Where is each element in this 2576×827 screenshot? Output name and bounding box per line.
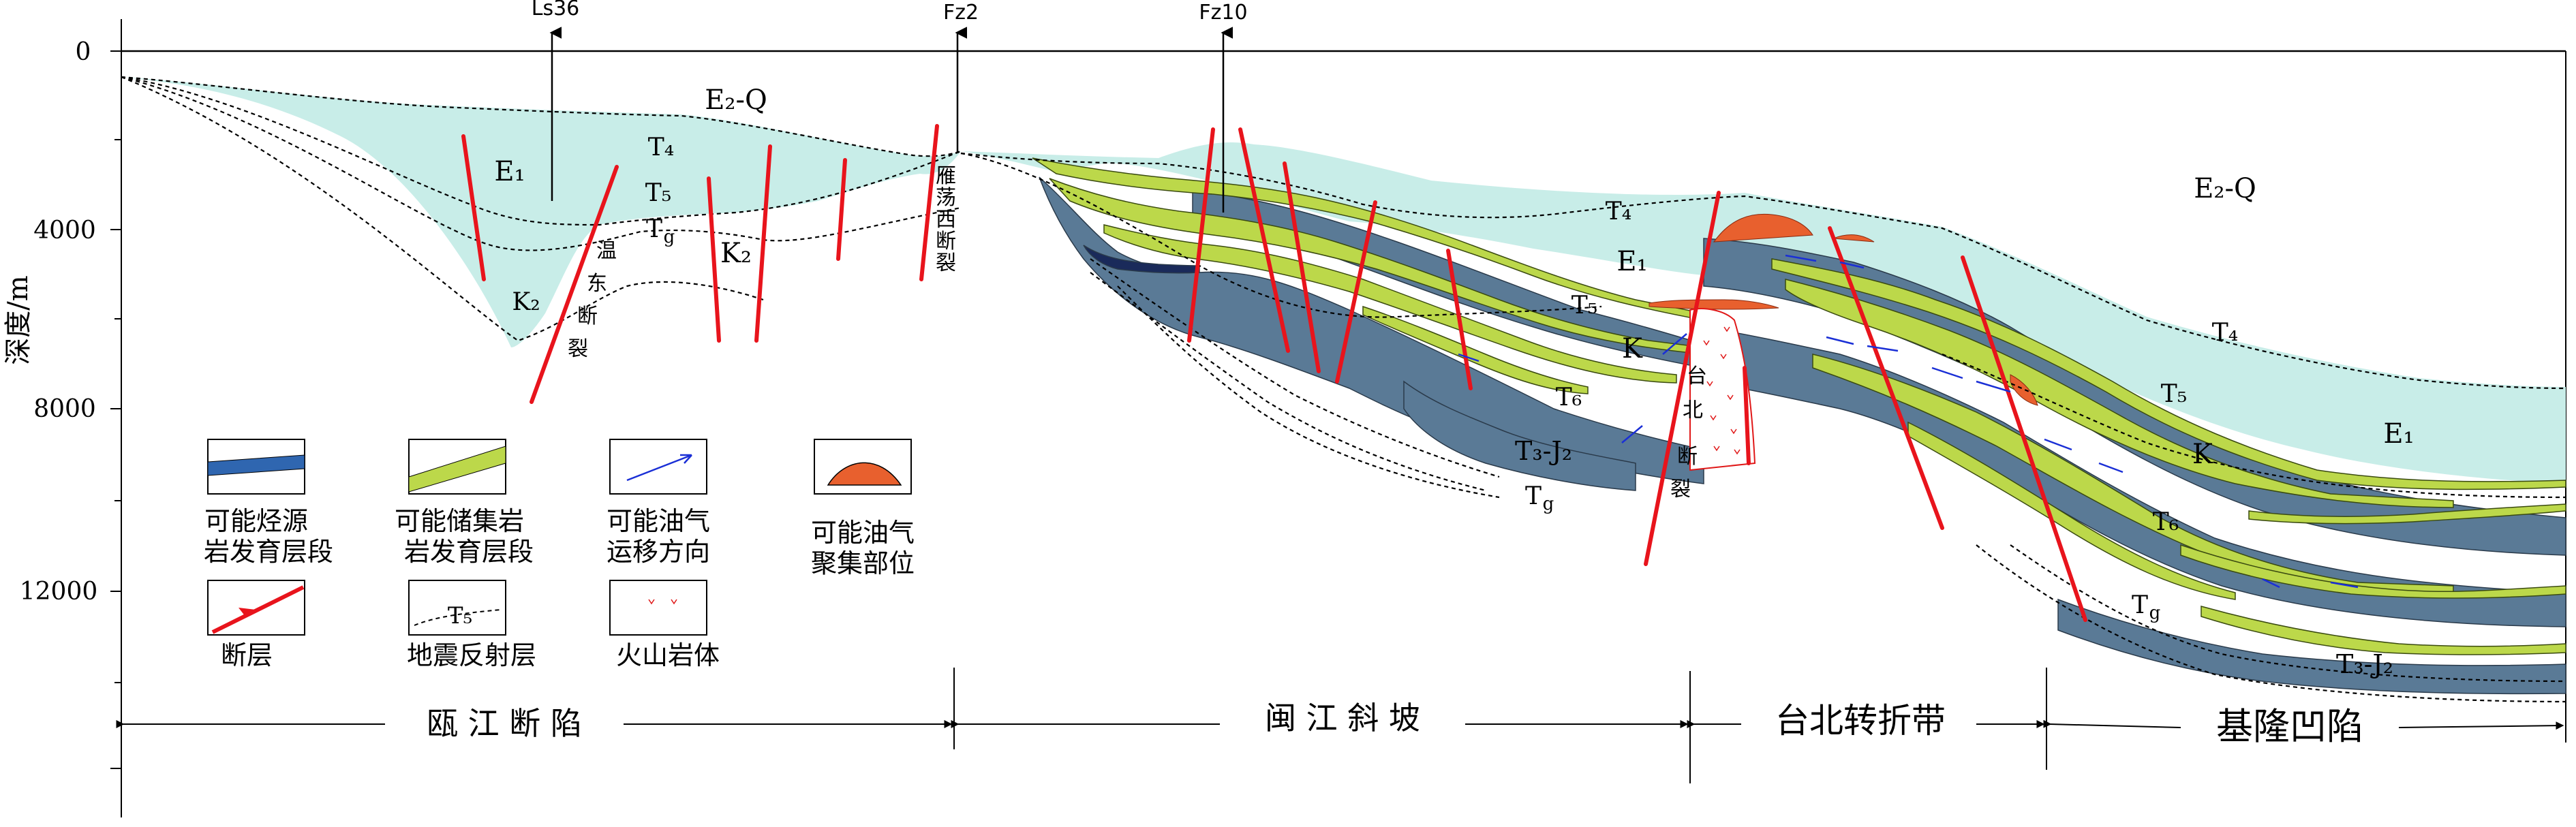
layer-labels: E₂-Q E₂-Q E₁ E₁ E₁ K₂ K₂ K K T₄ T₄ T₄ T₅… (494, 84, 2414, 679)
fault-label-yandang-0: 雁 (936, 164, 956, 188)
label-tg-left: T (646, 215, 662, 243)
legend-migration-line2: 运移方向 (607, 537, 710, 567)
label-t3j2-right: T₃-J₂ (2336, 649, 2393, 679)
fault-13 (1743, 366, 1751, 465)
fault-label-taibei-2: 断 (1677, 445, 1698, 469)
fault-label-taibei-1: 北 (1683, 399, 1703, 422)
label-tg-mid: T (1525, 482, 1542, 510)
fault-11 (1446, 249, 1473, 390)
legend-volcanic-box (609, 580, 707, 636)
label-t4-mid: T₄ (1606, 198, 1631, 225)
label-e2q-left: E₂-Q (705, 84, 767, 116)
label-tg-left-sub: g (664, 227, 675, 247)
fault-15 (1961, 255, 2087, 622)
well-label-fz10: Fz10 (1199, 1, 1247, 25)
legend-seismic-label: 地震反射层 (407, 640, 536, 670)
zone-divisions (116, 668, 2564, 783)
tick-label-0: 0 (76, 38, 91, 66)
fault-label-taibei-3: 裂 (1670, 478, 1691, 501)
label-e1-left: E₁ (494, 156, 525, 187)
label-t3j2-mid: T₃-J₂ (1515, 436, 1572, 466)
label-e1-right: E₁ (2383, 418, 2414, 450)
zone-minjiang: 闽 江 斜 坡 (1265, 700, 1420, 736)
e2q-fill-layer (121, 77, 2566, 484)
label-t6-right: T₆ (2153, 508, 2179, 536)
fault-wendong (530, 165, 619, 404)
volcanic-body (1689, 308, 1756, 471)
label-t5-right: T₅ (2161, 380, 2187, 408)
legend-reservoir-line1: 可能储集岩 (395, 506, 524, 536)
label-k-mid: K (1622, 333, 1643, 364)
depth-axis: 0 4000 8000 12000 深度/m (3, 19, 2566, 817)
legend-accumulation-swatch (827, 462, 902, 486)
fault-label-wendong-1: 东 (587, 272, 607, 296)
label-tg-right-sub: g (2149, 603, 2161, 623)
tick-label-12000: 12000 (20, 578, 98, 606)
label-t4-left: T₄ (648, 134, 674, 161)
label-tg-right: T (2132, 591, 2148, 619)
label-t6-mid: T₆ (1556, 384, 1582, 411)
label-k-right: K (2192, 439, 2213, 470)
legend-fault-line (211, 585, 305, 634)
legend-migration-arrow (626, 454, 692, 482)
axis-title: 深度/m (3, 275, 34, 364)
legend-source-rock-line2: 岩发育层段 (204, 537, 333, 567)
wells (549, 27, 1233, 213)
well-label-fz2: Fz2 (943, 1, 979, 25)
legend-seismic-line (414, 609, 502, 626)
fault-label-wendong-0: 温 (596, 239, 617, 263)
legend-reservoir-swatch (408, 446, 506, 493)
label-t4-right: T₄ (2212, 319, 2238, 347)
label-k2-a: K₂ (512, 288, 540, 316)
faults (461, 124, 2087, 622)
fault-1 (461, 134, 486, 281)
label-t5-left: T₅ (645, 179, 671, 207)
migration-arrows (1458, 254, 2359, 589)
fault-14 (1828, 226, 1944, 530)
legend-accumulation-line1: 可能油气 (811, 518, 915, 548)
legend: 可能烃源 岩发育层段 可能储集岩 岩发育层段 可能油气 运移方向 可能油气 聚集… (204, 439, 915, 670)
fault-4 (754, 144, 772, 343)
legend-fault-label: 断层 (221, 640, 273, 670)
legend-reservoir-line2: 岩发育层段 (404, 537, 534, 567)
fault-8 (1238, 127, 1290, 353)
fault-label-wendong-2: 断 (577, 305, 598, 328)
fault-9 (1283, 161, 1321, 373)
legend-migration-line1: 可能油气 (607, 506, 710, 536)
zone-taibei: 台北转折带 (1775, 701, 1946, 740)
fault-label-yandang-1: 荡 (936, 186, 956, 210)
legend-source-rock-line1: 可能烃源 (204, 506, 308, 536)
label-e2q-right: E₂-Q (2194, 173, 2256, 204)
legend-source-rock-swatch (207, 454, 305, 476)
fault-3 (707, 176, 721, 343)
label-k2-b: K₂ (720, 238, 752, 269)
accumulation-zones (1649, 213, 2038, 406)
legend-seismic-sample: T₅ (448, 602, 472, 629)
fault-5 (836, 158, 847, 261)
zone-oujiang: 瓯 江 断 陷 (427, 705, 582, 742)
fault-taibei (1644, 191, 1721, 566)
fault-yandang (919, 124, 939, 281)
tick-label-4000: 4000 (33, 217, 96, 245)
label-tg-mid-sub: g (1543, 494, 1554, 514)
well-label-ls36: Ls36 (532, 0, 580, 20)
fault-7 (1187, 127, 1215, 343)
tick-label-8000: 8000 (33, 395, 96, 423)
legend-volcanic-label: 火山岩体 (616, 640, 720, 670)
fault-label-yandang-4: 裂 (936, 251, 956, 275)
zone-jilong: 基隆凹陷 (2216, 705, 2363, 748)
fault-label-yandang-3: 断 (936, 230, 956, 253)
legend-migration-box (609, 439, 707, 495)
legend-seismic-box (408, 580, 506, 636)
fault-10 (1335, 200, 1377, 384)
fault-label-taibei-0: 台 (1687, 364, 1707, 388)
label-e1-mid: E₁ (1616, 246, 1647, 277)
fault-labels: 温 东 断 裂 雁 荡 西 断 裂 台 北 断 裂 (568, 164, 1707, 501)
fault-label-wendong-3: 裂 (568, 337, 588, 361)
fault-label-yandang-2: 西 (936, 208, 956, 232)
label-t5-mid: T₅ (1571, 292, 1597, 319)
legend-accumulation-line2: 聚集部位 (811, 548, 915, 578)
